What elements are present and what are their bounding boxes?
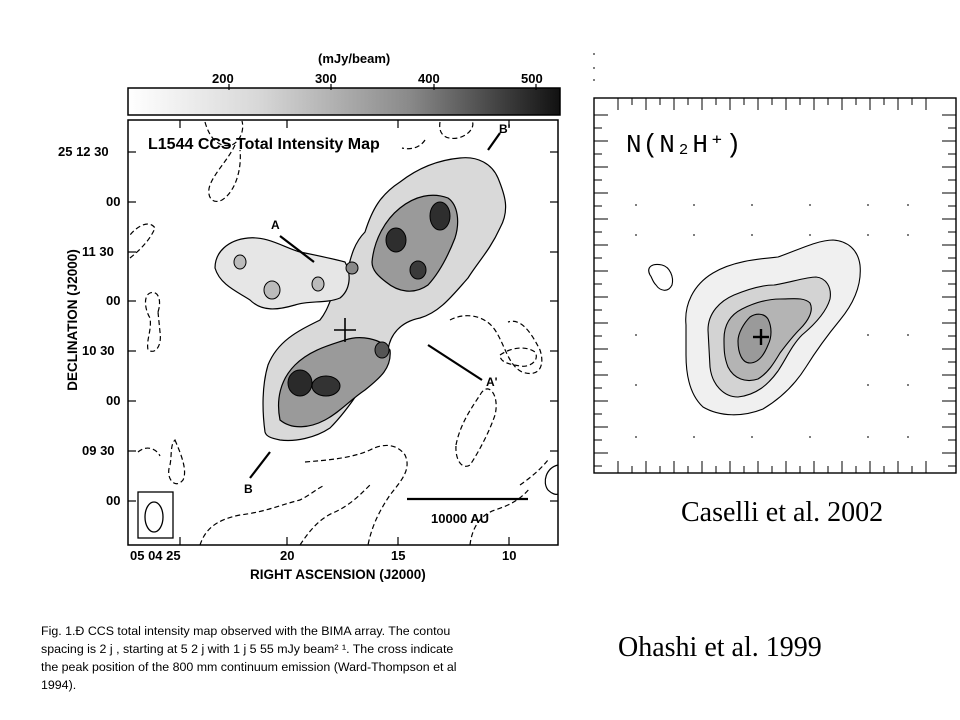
colorbar (127, 84, 561, 116)
y-tick-label: 11 30 (82, 244, 114, 259)
y-axis-label: DECLINATION (J2000) (65, 249, 80, 391)
colorbar-tick-label: 400 (418, 71, 440, 86)
beam-box (137, 491, 174, 539)
cut-label-a-prime: A' (486, 375, 498, 389)
scale-bar-label: 10000 AU (431, 511, 490, 526)
caselli-citation: Caselli et al. 2002 (681, 497, 884, 528)
colorbar-tick-label: 500 (521, 71, 543, 86)
ccs-figure: (mJy/beam) 200 300 400 500 (58, 51, 561, 582)
caption-line: spacing is 2 j , starting at 5 2 j with … (41, 642, 454, 656)
n2h-figure: N(N₂H⁺) (578, 45, 960, 485)
colorbar-tick-label: 200 (212, 71, 234, 86)
cut-label-a: A (271, 218, 280, 232)
x-axis-label: RIGHT ASCENSION (J2000) (250, 567, 426, 582)
caption-line: 1994). (41, 678, 77, 692)
cut-label-b-prime: B' (499, 122, 511, 136)
ccs-map-graphic (127, 84, 561, 546)
ccs-emission (214, 157, 507, 442)
map-title: L1544 CCS Total Intensity Map (148, 136, 380, 153)
y-tick-label: 00 (106, 293, 121, 308)
y-tick-label: 00 (106, 393, 121, 408)
negative-contours (129, 120, 549, 546)
x-tick-label: 20 (280, 548, 295, 563)
y-tick-label: 00 (106, 194, 121, 209)
n2h-map-graphic (593, 53, 957, 474)
n2h-contours (648, 239, 861, 416)
x-tick-label: 05 04 25 (130, 548, 181, 563)
molecule-label: N(N₂H⁺) (626, 130, 743, 160)
ohashi-citation: Ohashi et al. 1999 (618, 632, 822, 663)
caption-line: Fig. 1.Ð CCS total intensity map observe… (41, 624, 451, 638)
y-tick-label: 09 30 (82, 443, 115, 458)
y-tick-label: 25 12 30 (58, 144, 109, 159)
colorbar-unit-label: (mJy/beam) (318, 51, 391, 66)
x-tick-label: 15 (391, 548, 406, 563)
y-tick-label: 00 (106, 493, 121, 508)
colorbar-tick-label: 300 (315, 71, 337, 86)
x-tick-label: 10 (502, 548, 517, 563)
y-tick-label: 10 30 (82, 343, 115, 358)
cut-label-b: B (244, 482, 253, 496)
caption-line: the peak position of the 800 mm continuu… (41, 660, 457, 674)
figure-caption: Fig. 1.Ð CCS total intensity map observe… (41, 622, 581, 694)
